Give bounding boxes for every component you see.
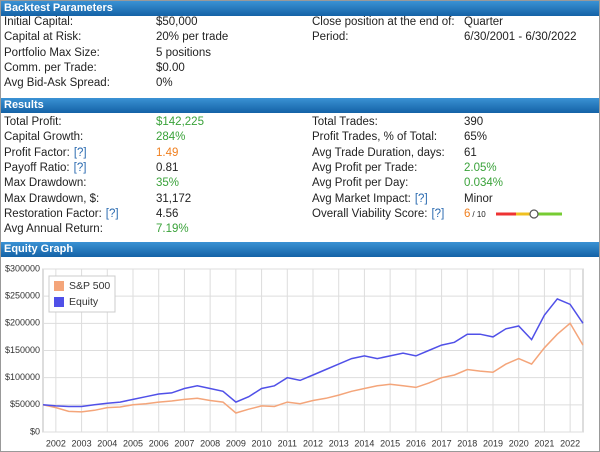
row-value: 35% — [156, 177, 180, 190]
x-tick-label: 2019 — [483, 438, 503, 448]
row-value: 7.19% — [156, 223, 189, 236]
row-label: Restoration Factor: — [4, 207, 102, 220]
x-tick-label: 2007 — [174, 438, 194, 448]
help-link[interactable]: [?] — [105, 207, 119, 220]
row-label: Avg Market Impact: — [312, 192, 411, 205]
row-value: 4.56 — [156, 207, 179, 220]
row-label: Avg Annual Return: — [4, 223, 103, 236]
y-tick-label: $0 — [30, 426, 40, 436]
section-header: Results — [1, 98, 599, 113]
row-value: 0.034% — [464, 177, 504, 190]
row-label: Period: — [312, 31, 349, 44]
row-value: 1.49 — [156, 146, 179, 159]
y-tick-label: $150000 — [5, 345, 40, 355]
row-label: Max Drawdown: — [4, 177, 87, 190]
x-tick-label: 2022 — [560, 438, 580, 448]
x-tick-label: 2012 — [303, 438, 323, 448]
row-value: 5 positions — [156, 46, 211, 59]
row-label: Profit Trades, % of Total: — [312, 131, 438, 144]
x-tick-label: 2010 — [252, 438, 272, 448]
x-tick-label: 2016 — [406, 438, 426, 448]
row-value: $142,225 — [156, 116, 204, 128]
x-tick-label: 2021 — [534, 438, 554, 448]
row-value: 6 — [464, 207, 471, 220]
row-label: Capital at Risk: — [4, 31, 82, 44]
row-value: 0.81 — [156, 161, 179, 174]
row-value: 65% — [464, 131, 488, 144]
row-label: Capital Growth: — [4, 131, 84, 144]
help-link[interactable]: [?] — [73, 146, 87, 159]
x-tick-label: 2014 — [354, 438, 374, 448]
x-tick-label: 2015 — [380, 438, 400, 448]
x-tick-label: 2011 — [278, 438, 297, 448]
y-tick-label: $250000 — [5, 291, 40, 301]
row-label: Payoff Ratio: — [4, 161, 70, 174]
help-link[interactable]: [?] — [73, 161, 87, 174]
row-value: 6/30/2001 - 6/30/2022 — [464, 31, 577, 44]
row-label: Max Drawdown, $: — [4, 192, 100, 205]
row-label: Overall Viability Score: — [312, 207, 428, 220]
x-tick-label: 2013 — [329, 438, 349, 448]
row-value: $50,000 — [156, 16, 198, 28]
line — [42, 297, 584, 408]
x-tick-label: 2003 — [72, 438, 92, 448]
row-label: Portfolio Max Size: — [4, 46, 100, 59]
help-link[interactable]: [?] — [431, 207, 445, 220]
x-tick-label: 2017 — [432, 438, 452, 448]
row-label: Avg Bid-Ask Spread: — [4, 77, 110, 90]
x-tick-label: 2006 — [149, 438, 169, 448]
x-tick-label: 2008 — [200, 438, 220, 448]
x-tick-label: 2009 — [226, 438, 246, 448]
y-tick-label: $300000 — [5, 263, 40, 273]
row-label: Profit Factor: — [4, 146, 70, 159]
help-link[interactable]: [?] — [414, 192, 428, 205]
legend-swatch — [54, 281, 64, 291]
row-value: 2.05% — [464, 161, 497, 174]
row-value: 31,172 — [156, 192, 192, 205]
row-label: Total Trades: — [312, 116, 378, 128]
score-slider — [496, 209, 563, 219]
row-label: Total Profit: — [4, 116, 62, 128]
row-value: 390 — [464, 116, 484, 128]
row-label: Avg Trade Duration, days: — [312, 146, 445, 159]
row-label: Close position at the end of: — [312, 16, 455, 28]
x-tick-label: 2004 — [97, 438, 117, 448]
section-header: Equity Graph — [1, 242, 599, 257]
equity-chart: $0 $50000 $100000 $150000 $200000 $250000 $300… — [5, 263, 584, 448]
y-tick-label: $100000 — [5, 372, 40, 382]
x-tick-label: 2018 — [457, 438, 477, 448]
row-value: $0.00 — [156, 61, 185, 74]
row-value: 20% per trade — [156, 31, 229, 44]
legend-label: S&P 500 — [69, 280, 110, 292]
score-max: / 10 — [472, 209, 486, 219]
row-label: Avg Profit per Day: — [312, 177, 409, 190]
line — [42, 322, 584, 414]
row-label: Initial Capital: — [4, 16, 74, 28]
row-value: 61 — [464, 146, 477, 159]
y-tick-label: $200000 — [5, 318, 40, 328]
x-tick-label: 2002 — [46, 438, 66, 448]
row-value: Minor — [464, 192, 493, 205]
x-tick-label: 2020 — [509, 438, 529, 448]
y-tick-label: $50000 — [10, 399, 40, 409]
x-tick-label: 2005 — [123, 438, 143, 448]
row-value: 0% — [156, 77, 173, 90]
legend-swatch — [54, 297, 64, 307]
legend-label: Equity — [69, 296, 99, 308]
row-label: Avg Profit per Trade: — [312, 161, 418, 174]
section-header: Backtest Parameters — [1, 1, 599, 16]
row-value: Quarter — [464, 16, 503, 28]
row-label: Comm. per Trade: — [4, 61, 97, 74]
row-value: 284% — [156, 131, 186, 144]
